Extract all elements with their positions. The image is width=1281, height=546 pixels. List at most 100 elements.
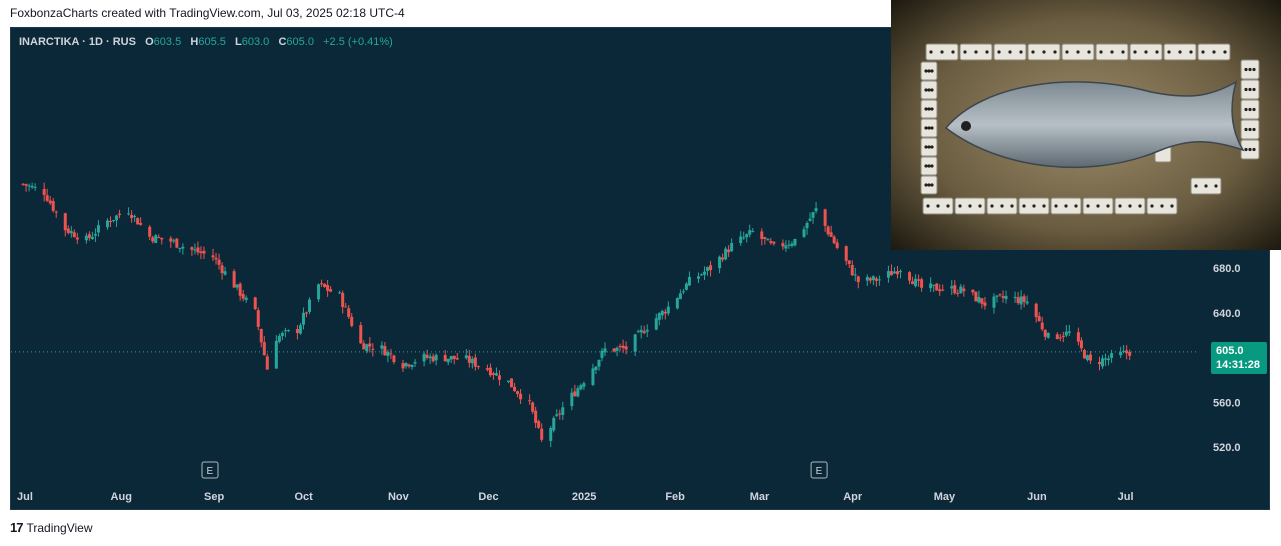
candle-body <box>687 276 691 286</box>
domino-pip <box>1118 204 1122 208</box>
domino-pip <box>1201 50 1205 54</box>
fish-body <box>944 80 1245 169</box>
candle-body <box>380 345 384 349</box>
domino-pip <box>1204 184 1208 188</box>
candle-body <box>160 237 164 240</box>
candle-body <box>87 234 91 238</box>
domino-pip <box>936 204 940 208</box>
candle-body <box>410 364 414 367</box>
domino-pip <box>1252 67 1256 72</box>
candle-body <box>494 373 498 376</box>
candle-body <box>678 293 682 300</box>
candle-body <box>45 195 49 201</box>
domino-pip <box>1022 204 1026 208</box>
candle-body <box>760 231 764 240</box>
candle-body <box>962 288 966 292</box>
domino-pip <box>1178 50 1182 54</box>
x-tick-label: May <box>934 491 956 503</box>
candle-body <box>793 238 797 246</box>
low-label: L <box>235 36 242 48</box>
domino-pip <box>1244 107 1248 112</box>
candle-body <box>241 293 245 299</box>
candle-body <box>413 362 417 364</box>
candle-body <box>594 366 598 370</box>
x-tick-label: Oct <box>294 491 313 503</box>
candle-body <box>808 218 812 221</box>
domino-pip <box>1252 147 1256 152</box>
candle-body <box>1013 296 1017 298</box>
domino-pip <box>1189 50 1193 54</box>
candle-body <box>811 212 815 218</box>
candle-body <box>262 342 266 356</box>
x-tick-label: Jun <box>1027 491 1047 503</box>
candle-body <box>784 245 788 249</box>
candle-body <box>1119 351 1123 356</box>
symbol-name: INARCTIKA · 1D · RUS <box>19 36 136 48</box>
domino-pip <box>1086 204 1090 208</box>
domino-pip <box>1248 67 1252 72</box>
domino-pip <box>930 145 934 149</box>
candle-body <box>899 270 903 273</box>
domino-pip <box>958 204 962 208</box>
y-tick-label: 520.0 <box>1213 442 1241 454</box>
candle-body <box>832 236 836 244</box>
candle-body <box>645 329 649 332</box>
candle-body <box>603 348 607 353</box>
candle-body <box>745 234 749 238</box>
candle-body <box>531 402 535 412</box>
candle-body <box>1088 354 1092 361</box>
domino-pip <box>1128 204 1132 208</box>
domino-pip <box>1244 127 1248 132</box>
candle-body <box>591 368 595 385</box>
candle-body <box>742 237 746 239</box>
y-tick-label: 560.0 <box>1213 397 1241 409</box>
candle-body <box>666 306 670 314</box>
earnings-marker-box <box>201 461 219 479</box>
candle-body <box>1046 332 1050 338</box>
candle-body <box>491 373 495 375</box>
domino-pip <box>1010 204 1014 208</box>
candle-body <box>877 279 881 281</box>
domino-pip <box>1252 127 1256 132</box>
candle-body <box>929 283 933 289</box>
close-label: C <box>278 36 287 48</box>
domino-pip <box>990 204 994 208</box>
candle-body <box>467 355 471 363</box>
candle-body <box>24 184 28 186</box>
candle-body <box>730 243 734 252</box>
candle-body <box>558 413 562 415</box>
candle-body <box>109 220 113 223</box>
domino-pip <box>1065 50 1069 54</box>
domino-pip <box>1042 50 1046 54</box>
candle-body <box>326 285 330 291</box>
domino-pip <box>930 69 934 73</box>
price-chart[interactable]: 520.0 560.0 640.0 680.0 Jul Aug Sep Oct Nov Dec 20… <box>11 28 1269 509</box>
domino-pip <box>1248 87 1252 92</box>
candle-body <box>350 316 354 326</box>
candle-body <box>763 237 767 239</box>
candle-body <box>624 346 628 350</box>
candle-body <box>826 226 830 235</box>
domino-pip <box>1248 127 1252 132</box>
domino-pip <box>1244 147 1248 152</box>
domino-pip <box>1053 50 1057 54</box>
domino-pip <box>1133 50 1137 54</box>
candle-body <box>30 185 34 188</box>
candle-body <box>178 247 182 249</box>
candle-body <box>295 329 299 333</box>
candle-body <box>570 392 574 407</box>
candle-body <box>488 367 492 376</box>
candle-body <box>1001 296 1005 298</box>
candle-body <box>443 355 447 362</box>
candle-body <box>850 265 854 276</box>
candle-body <box>709 265 713 271</box>
tradingview-logo[interactable]: 17 TradingView <box>10 520 93 535</box>
candle-body <box>823 209 827 226</box>
x-tick-label: Dec <box>478 491 498 503</box>
candle-body <box>1016 297 1020 304</box>
candle-body <box>1110 353 1114 358</box>
candle-body <box>540 428 544 440</box>
candle-body <box>172 240 176 242</box>
candle-body <box>974 291 978 302</box>
domino-pip <box>985 50 989 54</box>
